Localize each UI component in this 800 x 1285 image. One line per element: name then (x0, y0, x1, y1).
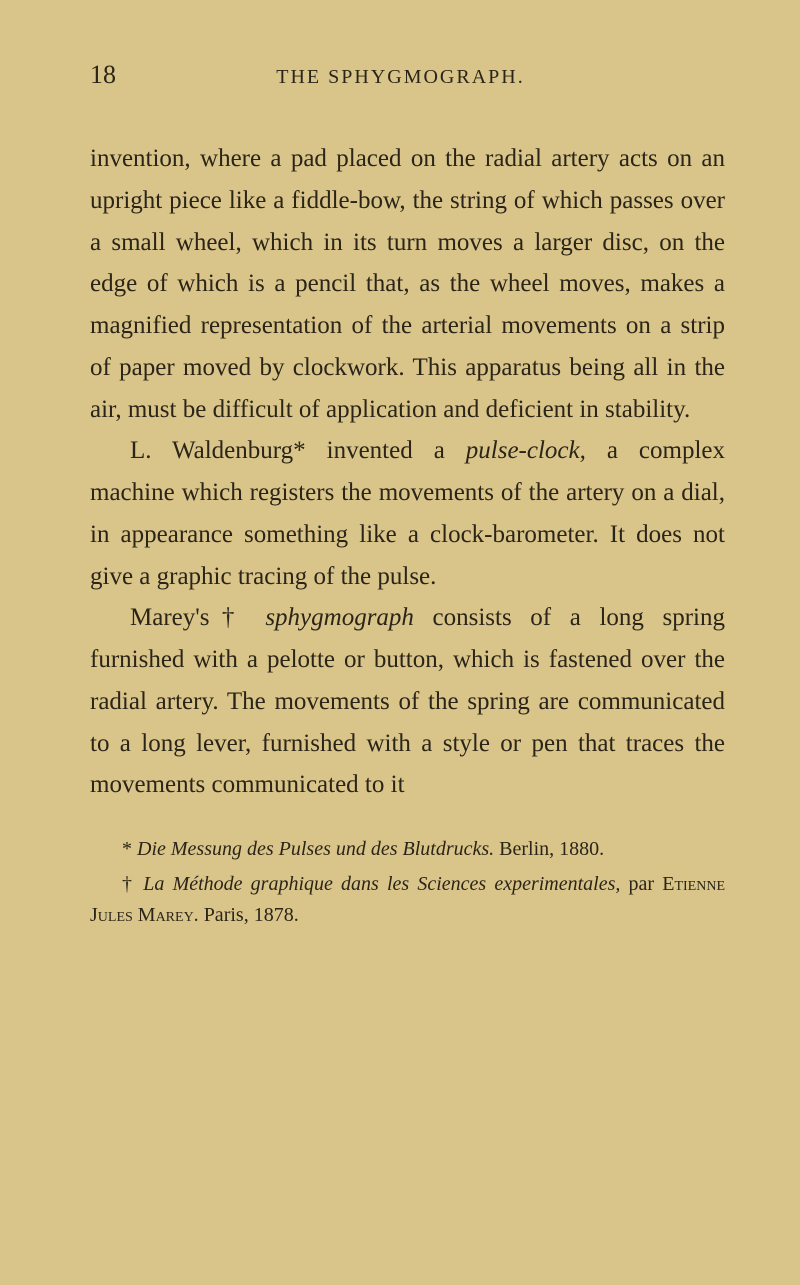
footnote-1: * Die Messung des Pulses und des Blutdru… (90, 834, 725, 865)
running-title: THE SPHYGMOGRAPH. (116, 66, 685, 89)
p2-italic: pulse-clock, (466, 437, 586, 464)
body-text: invention, where a pad placed on the rad… (90, 138, 725, 806)
paragraph-3: Marey's† sphygmograph consists of a long… (90, 597, 725, 806)
p3-prefix: Marey's† (130, 604, 265, 631)
f2-italic: La Méthode graphique dans les Sciences e… (143, 873, 620, 895)
f2-suffix: Paris, 1878. (199, 904, 299, 926)
f1-italic: Die Messung des Pulses und des Blutdruck… (137, 838, 494, 860)
f1-suffix: Berlin, 1880. (494, 838, 604, 860)
p3-italic: sphygmograph (265, 604, 414, 631)
page-header: 18 THE SPHYGMOGRAPH. (90, 60, 725, 90)
page-number: 18 (90, 60, 116, 90)
footnote-2: † La Méthode graphique dans les Sciences… (90, 869, 725, 931)
f2-mid: par (620, 873, 662, 895)
paragraph-2: L. Waldenburg* invented a pulse-clock, a… (90, 430, 725, 597)
paragraph-1: invention, where a pad placed on the rad… (90, 138, 725, 430)
p3-suffix: consists of a long spring furnished with… (90, 604, 725, 798)
f1-prefix: * (122, 838, 137, 860)
f2-prefix: † (122, 873, 143, 895)
p2-prefix: L. Waldenburg* invented a (130, 437, 466, 464)
footnotes: * Die Messung des Pulses und des Blutdru… (90, 834, 725, 931)
